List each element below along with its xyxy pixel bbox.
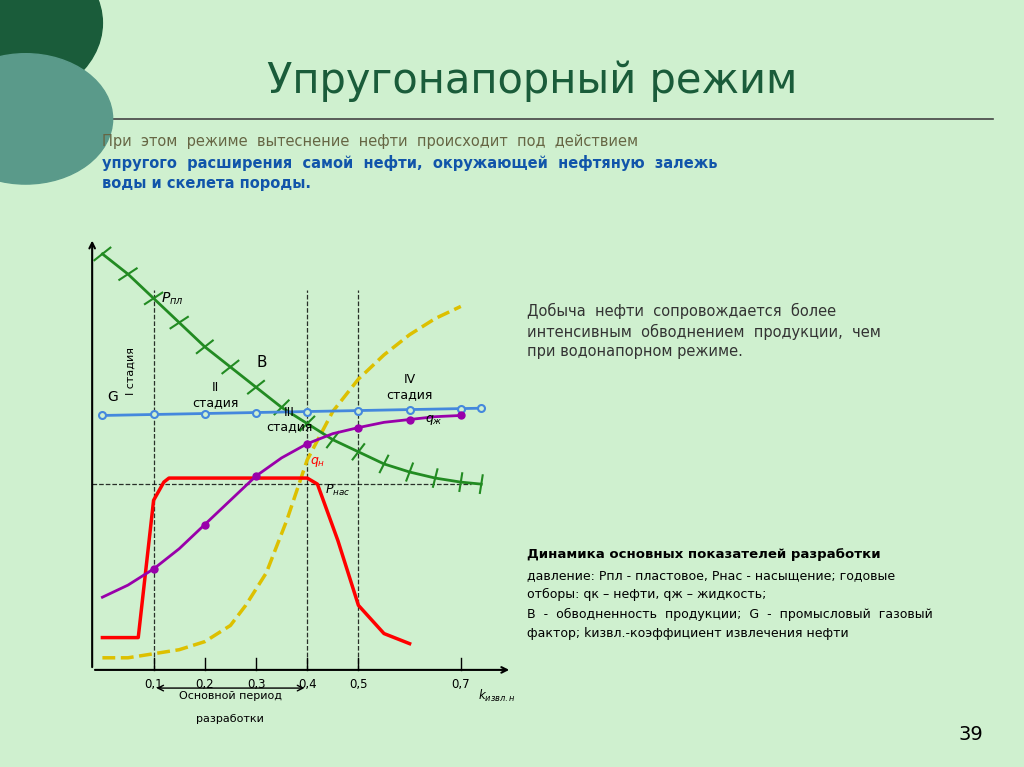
Text: 0,2: 0,2 xyxy=(196,678,214,691)
Text: $q_{н}$: $q_{н}$ xyxy=(309,455,325,469)
Text: интенсивным  обводнением  продукции,  чем: интенсивным обводнением продукции, чем xyxy=(527,324,882,340)
Text: Упругонапорный режим: Упругонапорный режим xyxy=(267,60,798,101)
Text: B: B xyxy=(256,355,266,370)
Text: упругого  расширения  самой  нефти,  окружающей  нефтяную  залежь: упругого расширения самой нефти, окружаю… xyxy=(102,155,718,171)
Text: 0,4: 0,4 xyxy=(298,678,316,691)
Text: 0,3: 0,3 xyxy=(247,678,265,691)
Text: III
стадия: III стадия xyxy=(266,406,312,433)
Text: $k_{извл.н}$: $k_{извл.н}$ xyxy=(477,688,516,704)
Text: IV
стадия: IV стадия xyxy=(386,374,433,401)
Text: Динамика основных показателей разработки: Динамика основных показателей разработки xyxy=(527,548,881,561)
Text: при водонапорном режиме.: при водонапорном режиме. xyxy=(527,344,743,360)
Text: 0,1: 0,1 xyxy=(144,678,163,691)
Text: I стадия: I стадия xyxy=(126,347,135,395)
Text: 0,7: 0,7 xyxy=(452,678,470,691)
Text: $P_{пл}$: $P_{пл}$ xyxy=(162,291,184,307)
Text: давление: Рпл - пластовое, Рнас - насыщение; годовые: давление: Рпл - пластовое, Рнас - насыще… xyxy=(527,569,895,582)
Text: При  этом  режиме  вытеснение  нефти  происходит  под  действием: При этом режиме вытеснение нефти происхо… xyxy=(102,134,639,150)
Text: Основной период: Основной период xyxy=(179,691,282,701)
Text: разработки: разработки xyxy=(197,691,264,724)
Text: G: G xyxy=(108,390,118,404)
Text: воды и скелета породы.: воды и скелета породы. xyxy=(102,176,311,191)
Text: $q_{ж}$: $q_{ж}$ xyxy=(425,413,442,426)
Text: В  -  обводненность  продукции;  G  -  промысловый  газовый: В - обводненность продукции; G - промысл… xyxy=(527,607,933,621)
Text: 39: 39 xyxy=(958,725,983,744)
Text: II
стадия: II стадия xyxy=(191,381,239,410)
Text: фактор; kизвл.-коэффициент извлечения нефти: фактор; kизвл.-коэффициент извлечения не… xyxy=(527,627,849,640)
Text: 0,5: 0,5 xyxy=(349,678,368,691)
Text: $P_{нас}$: $P_{нас}$ xyxy=(326,483,350,499)
Text: Добыча  нефти  сопровождается  более: Добыча нефти сопровождается более xyxy=(527,303,837,319)
Text: отборы: qк – нефти, qж – жидкость;: отборы: qк – нефти, qж – жидкость; xyxy=(527,588,767,601)
